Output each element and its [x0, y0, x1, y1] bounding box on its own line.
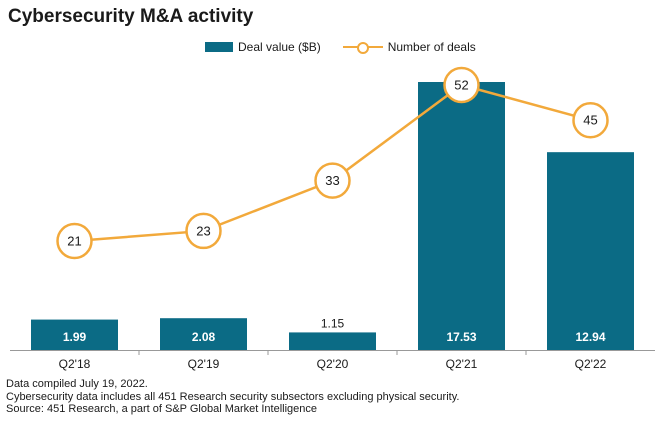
legend-bar-label: Deal value ($B) — [238, 40, 321, 54]
x-tick-label-0: Q2'18 — [59, 357, 91, 371]
bar-value-label-1: 2.08 — [192, 330, 216, 344]
line-point-label-2: 33 — [325, 173, 339, 188]
bar-value-label-4: 12.94 — [575, 330, 605, 344]
bar-value-label-3: 17.53 — [446, 330, 476, 344]
line-point-2 — [314, 162, 351, 199]
chart-plot: 1.99 2.08 1.15 17.53 12.94 Q2'18 Q2'19 Q2'20 Q2'… — [10, 66, 655, 371]
x-tick-label-2: Q2'20 — [317, 357, 349, 371]
line-point-label-1: 23 — [196, 223, 210, 238]
bar-1 — [160, 318, 247, 350]
line-point-label-4: 45 — [583, 113, 597, 128]
footnote-compiled: Data compiled July 19, 2022. — [6, 378, 148, 390]
line-point-label-3: 52 — [454, 78, 468, 93]
bar-2 — [289, 332, 376, 350]
legend-item-deal-value: Deal value ($B) — [205, 40, 321, 54]
line-point-label-0: 21 — [67, 234, 81, 249]
bar-4 — [547, 152, 634, 350]
footnotes: Data compiled July 19, 2022. Cybersecuri… — [6, 378, 459, 416]
bar-3 — [418, 82, 505, 350]
x-tick-label-4: Q2'22 — [575, 357, 607, 371]
footnote-coverage: Cybersecurity data includes all 451 Rese… — [6, 390, 460, 403]
footnote-source: Source: 451 Research, a part of S&P Glob… — [6, 403, 318, 415]
legend-bar-swatch — [205, 42, 233, 52]
legend-line-label: Number of deals — [387, 40, 476, 54]
bar-value-label-2: 1.15 — [321, 316, 345, 330]
chart-legend: Deal value ($B) Number of deals — [205, 40, 498, 54]
line-point-1 — [185, 212, 222, 250]
line-point-4 — [572, 101, 609, 139]
x-tick-label-3: Q2'21 — [446, 357, 478, 371]
x-tick-label-1: Q2'19 — [188, 357, 220, 371]
bar-value-label-0: 1.99 — [63, 330, 87, 344]
bar-0 — [31, 319, 118, 350]
chart-title: Cybersecurity M&A activity — [8, 6, 254, 27]
legend-item-number-of-deals: Number of deals — [342, 40, 476, 54]
line-point-0 — [56, 222, 93, 260]
legend-line-swatch — [342, 40, 383, 54]
line-point-3 — [443, 66, 480, 104]
